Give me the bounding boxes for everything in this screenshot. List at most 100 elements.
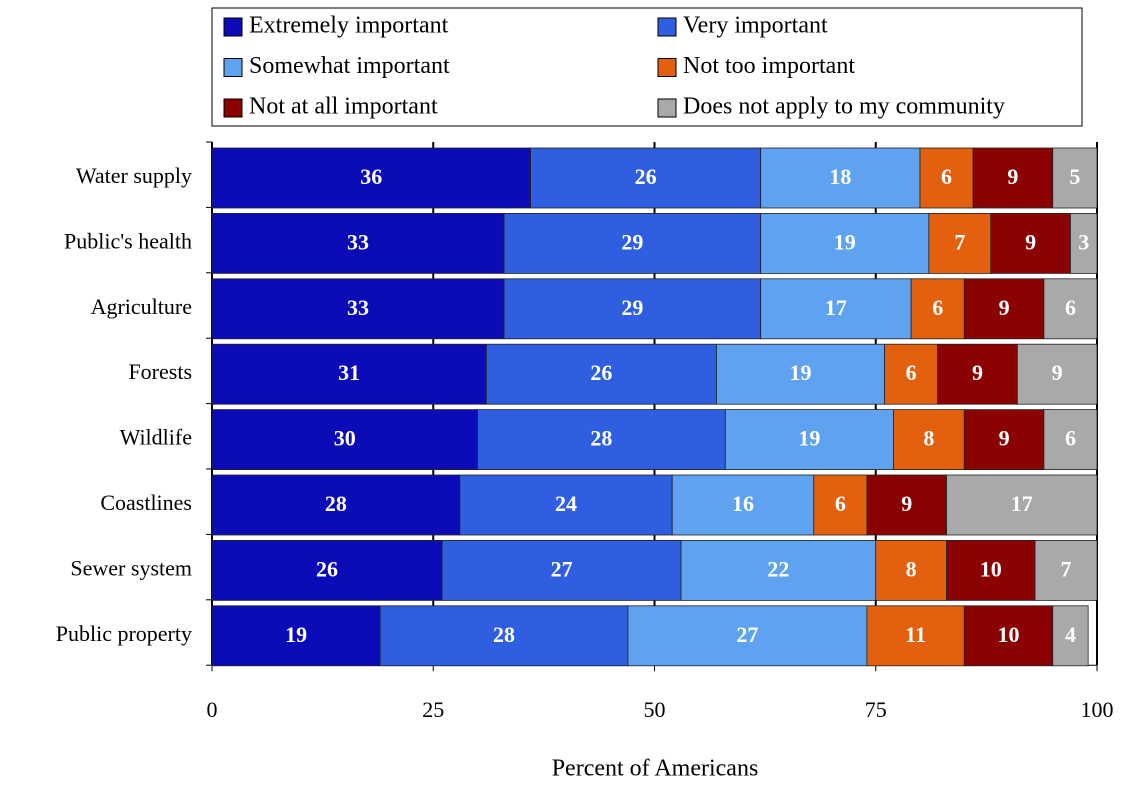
bar-segment [530,147,762,209]
bar-segment [627,605,868,667]
data-label: 3 [1078,229,1089,254]
x-tick-label: 100 [1081,697,1114,722]
bar-segment [211,343,487,405]
data-label: 36 [360,164,382,189]
y-tick-label: Public's health [64,228,192,253]
x-tick-label: 50 [644,697,666,722]
data-label: 27 [736,622,758,647]
bar-segment [866,474,947,536]
bar-segment [946,540,1036,601]
data-label: 8 [906,556,917,581]
bar-segment [671,474,815,536]
data-label: 7 [1061,556,1072,581]
bar-segment [379,605,629,667]
bar-segment [893,409,965,471]
bar-segment [211,409,478,471]
bar-segment [813,474,868,536]
legend-box [211,7,1083,127]
bar-segment [680,540,877,601]
data-label: 9 [999,426,1010,451]
data-label: 19 [790,360,812,385]
bar-segment [928,212,992,274]
bar-segment [760,147,921,209]
bar-segment [211,540,443,601]
bar-segment [760,212,930,274]
x-tick-label: 75 [865,697,887,722]
data-label: 31 [338,360,360,385]
data-label: 19 [834,229,856,254]
data-label: 7 [954,229,965,254]
x-axis-title: Percent of Americans [552,756,759,782]
bar-segment [211,212,505,274]
data-label: 6 [835,491,846,516]
data-label: 30 [334,426,356,451]
bar-segment [1016,343,1098,405]
bar-segment [724,409,894,471]
bar-segment [919,147,974,209]
x-tick-label: 0 [207,697,218,722]
y-tick-label: Sewer system [70,555,192,580]
bar-segment [875,540,947,601]
data-label: 17 [825,295,847,320]
bar-segment [716,343,886,405]
bar-segment [1052,605,1089,667]
bar-segment [477,409,726,471]
data-label: 4 [1065,622,1076,647]
data-label: 22 [767,556,789,581]
y-tick-label: Forests [128,359,192,384]
data-label: 18 [829,164,851,189]
data-label: 24 [555,491,577,516]
data-label: 26 [635,164,657,189]
bar-segment [946,474,1098,536]
y-tick-label: Agriculture [91,294,192,319]
data-label: 29 [621,229,643,254]
data-label: 29 [621,295,643,320]
data-label: 9 [1007,164,1018,189]
legend-swatch [657,58,677,77]
data-label: 10 [998,622,1020,647]
bar-segment [937,343,1018,405]
data-label: 26 [590,360,612,385]
data-label: 17 [1011,491,1033,516]
data-label: 28 [590,426,612,451]
bar-segment [441,540,682,601]
data-label: 9 [901,491,912,516]
data-label: 19 [285,622,307,647]
bar-segment [1034,540,1098,601]
bar-segment [211,474,461,536]
bar-segment [884,343,939,405]
bar-segment [485,343,717,405]
legend-swatch [223,58,243,77]
y-tick-label: Public property [56,621,192,646]
legend-label: Does not apply to my community [683,94,1005,120]
y-tick-label: Wildlife [120,425,192,450]
bar-segment [503,212,762,274]
data-label: 19 [798,426,820,451]
data-label: 9 [999,295,1010,320]
bar-segment [990,212,1071,274]
bar-segment [211,605,381,667]
bar-segment [1043,278,1098,340]
bar-segment [963,409,1045,471]
data-label: 10 [980,556,1002,581]
data-label: 28 [325,491,347,516]
bar-segment [1070,212,1098,274]
data-label: 26 [316,556,338,581]
legend-swatch [657,98,677,118]
legend-swatch [657,17,677,37]
data-label: 6 [932,295,943,320]
bar-segment [211,278,505,340]
data-label: 33 [347,295,369,320]
bar-segment [963,605,1054,667]
bar-segment [972,147,1054,209]
data-label: 28 [493,622,515,647]
bar-segment [1043,409,1098,471]
y-tick-label: Coastlines [100,490,192,515]
bar-segment [503,278,762,340]
data-label: 9 [972,360,983,385]
legend-swatch [223,17,243,37]
bar-segment [963,278,1045,340]
legend-label: Extremely important [249,13,449,39]
bar-segment [910,278,965,340]
